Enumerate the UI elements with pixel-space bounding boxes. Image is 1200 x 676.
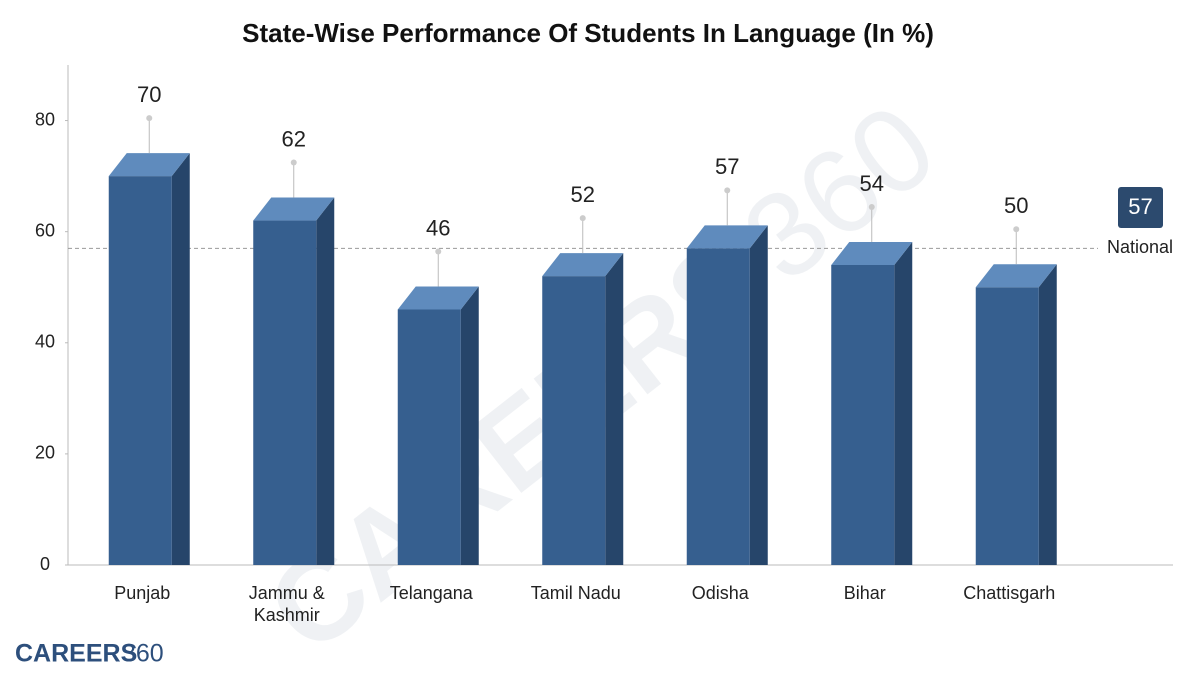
bar-side xyxy=(460,286,479,565)
bar-side xyxy=(1038,264,1057,565)
x-tick-label: Tamil Nadu xyxy=(530,583,621,603)
bar-top xyxy=(831,242,913,265)
x-tick-label: Punjab xyxy=(114,583,171,603)
bar xyxy=(253,220,317,566)
label-dot xyxy=(435,248,442,255)
label-dot xyxy=(146,115,153,122)
x-tick-label: Chattisgarh xyxy=(963,583,1056,603)
bar xyxy=(831,265,895,565)
bar xyxy=(397,309,461,565)
bar-top xyxy=(686,225,768,249)
value-label: 50 xyxy=(1004,193,1028,218)
x-tick-label: Jammu & Kashmir xyxy=(248,583,325,625)
value-label: 70 xyxy=(137,82,161,107)
y-tick-label: 40 xyxy=(35,332,55,352)
bar-side xyxy=(749,225,768,566)
y-tick-label: 20 xyxy=(35,443,55,463)
bar xyxy=(542,276,606,565)
bar-top xyxy=(975,264,1057,288)
logo-number: 360 xyxy=(122,640,164,668)
x-tick-label: Bihar xyxy=(843,583,886,603)
bar-top xyxy=(542,253,624,277)
y-tick-label: 60 xyxy=(35,220,55,240)
bar-side xyxy=(171,153,190,565)
bar xyxy=(975,287,1039,565)
value-label: 54 xyxy=(860,171,884,196)
bar xyxy=(686,248,750,566)
label-dot xyxy=(868,204,875,210)
reference-label: National xyxy=(1107,237,1173,257)
value-label: 46 xyxy=(426,215,450,240)
logo-brand: CAREERS xyxy=(15,640,137,668)
label-dot xyxy=(579,215,586,222)
x-tick-label: Telangana xyxy=(389,583,473,603)
label-dot xyxy=(1013,226,1020,233)
bar-side xyxy=(894,242,913,565)
y-tick-label: 0 xyxy=(40,554,50,574)
bar-top xyxy=(253,197,335,221)
chart-title: State-Wise Performance Of Students In La… xyxy=(242,18,934,48)
reference-badge xyxy=(1118,187,1163,228)
value-label: 62 xyxy=(282,126,306,151)
bar-side xyxy=(316,197,335,566)
bar xyxy=(108,176,172,565)
value-label: 52 xyxy=(571,182,595,207)
bar-top xyxy=(108,153,190,177)
value-label: 57 xyxy=(715,154,739,179)
reference-value: 57 xyxy=(1128,194,1152,219)
x-tick-label: Odisha xyxy=(691,583,749,603)
label-dot xyxy=(290,159,297,166)
label-dot xyxy=(724,187,731,194)
bar-side xyxy=(605,253,624,565)
bar-top xyxy=(397,286,479,310)
y-tick-label: 80 xyxy=(35,109,55,129)
